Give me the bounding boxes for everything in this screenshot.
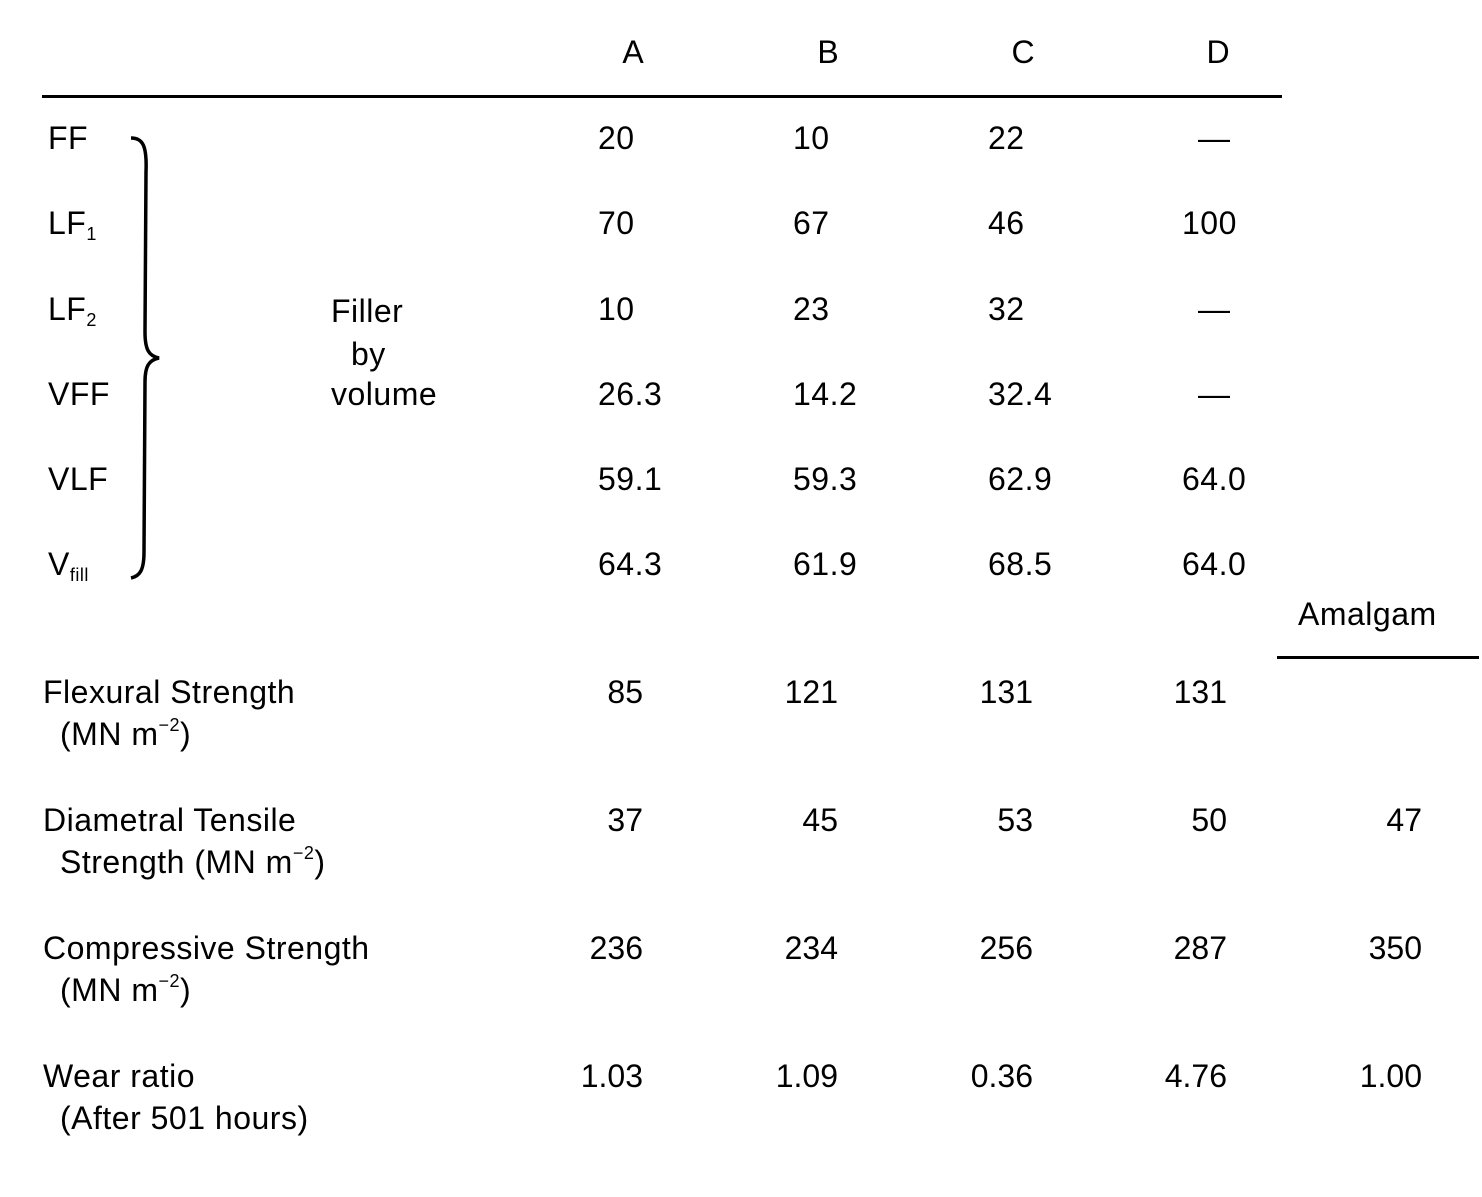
row-label-ff: FF	[48, 122, 88, 154]
cell-vff-b: 14.2	[793, 378, 857, 410]
cell-vff-d: —	[1198, 378, 1231, 410]
row-label-wear-ratio: Wear ratio	[43, 1060, 195, 1092]
cell-wear-c: 0.36	[913, 1060, 1033, 1092]
cell-lf2-d: —	[1198, 293, 1231, 325]
cell-vlf-b: 59.3	[793, 463, 857, 495]
cell-vfill-a: 64.3	[598, 548, 662, 580]
cell-vff-a: 26.3	[598, 378, 662, 410]
cell-flexural-a: 85	[523, 676, 643, 708]
cell-wear-amalgam: 1.00	[1302, 1060, 1422, 1092]
cell-vfill-d: 64.0	[1182, 548, 1246, 580]
cell-compressive-d: 287	[1107, 932, 1227, 964]
column-header-d: D	[1188, 36, 1248, 68]
cell-diametral-amalgam: 47	[1302, 804, 1422, 836]
cell-compressive-a: 236	[523, 932, 643, 964]
row-label-lf2: LF2	[48, 293, 97, 325]
row-label-diametral-tensile: Diametral Tensile	[43, 804, 296, 836]
cell-lf1-d: 100	[1182, 207, 1237, 239]
cell-lf2-b: 23	[793, 293, 830, 325]
row-label-lf1: LF1	[48, 207, 97, 239]
group-label-by: by	[351, 333, 386, 375]
cell-ff-d: —	[1198, 122, 1231, 154]
cell-diametral-b: 45	[718, 804, 838, 836]
column-header-b: B	[798, 36, 858, 68]
cell-vlf-c: 62.9	[988, 463, 1052, 495]
cell-diametral-d: 50	[1107, 804, 1227, 836]
row-label-flexural-strength: Flexural Strength	[43, 676, 295, 708]
cell-ff-c: 22	[988, 122, 1025, 154]
right-brace-icon	[125, 132, 170, 582]
cell-lf1-c: 46	[988, 207, 1025, 239]
group-label-filler: Filler	[331, 290, 403, 332]
column-header-c: C	[993, 36, 1053, 68]
cell-lf2-a: 10	[598, 293, 635, 325]
row-label-vff: VFF	[48, 378, 110, 410]
group-label-volume: volume	[331, 373, 437, 415]
cell-vfill-b: 61.9	[793, 548, 857, 580]
cell-lf1-a: 70	[598, 207, 635, 239]
cell-vfill-c: 68.5	[988, 548, 1052, 580]
cell-wear-b: 1.09	[718, 1060, 838, 1092]
row-label-diametral-units: Strength (MN m−2)	[60, 846, 326, 878]
row-label-compressive-units: (MN m−2)	[60, 974, 191, 1006]
row-label-wear-duration: (After 501 hours)	[60, 1102, 309, 1134]
cell-diametral-c: 53	[913, 804, 1033, 836]
cell-vff-c: 32.4	[988, 378, 1052, 410]
cell-wear-a: 1.03	[523, 1060, 643, 1092]
cell-compressive-c: 256	[913, 932, 1033, 964]
amalgam-rule	[1277, 656, 1479, 659]
column-header-a: A	[603, 36, 663, 68]
cell-diametral-a: 37	[523, 804, 643, 836]
row-label-compressive-strength: Compressive Strength	[43, 932, 370, 964]
cell-compressive-b: 234	[718, 932, 838, 964]
cell-wear-d: 4.76	[1107, 1060, 1227, 1092]
cell-vlf-a: 59.1	[598, 463, 662, 495]
row-label-flexural-units: (MN m−2)	[60, 718, 191, 750]
header-rule	[42, 95, 1282, 98]
cell-ff-a: 20	[598, 122, 635, 154]
cell-compressive-amalgam: 350	[1302, 932, 1422, 964]
cell-lf1-b: 67	[793, 207, 830, 239]
column-header-amalgam: Amalgam	[1298, 598, 1437, 630]
row-label-vlf: VLF	[48, 463, 108, 495]
cell-flexural-c: 131	[913, 676, 1033, 708]
cell-ff-b: 10	[793, 122, 830, 154]
row-label-vfill: Vfill	[48, 548, 89, 580]
cell-flexural-b: 121	[718, 676, 838, 708]
cell-vlf-d: 64.0	[1182, 463, 1246, 495]
cell-lf2-c: 32	[988, 293, 1025, 325]
cell-flexural-d: 131	[1107, 676, 1227, 708]
